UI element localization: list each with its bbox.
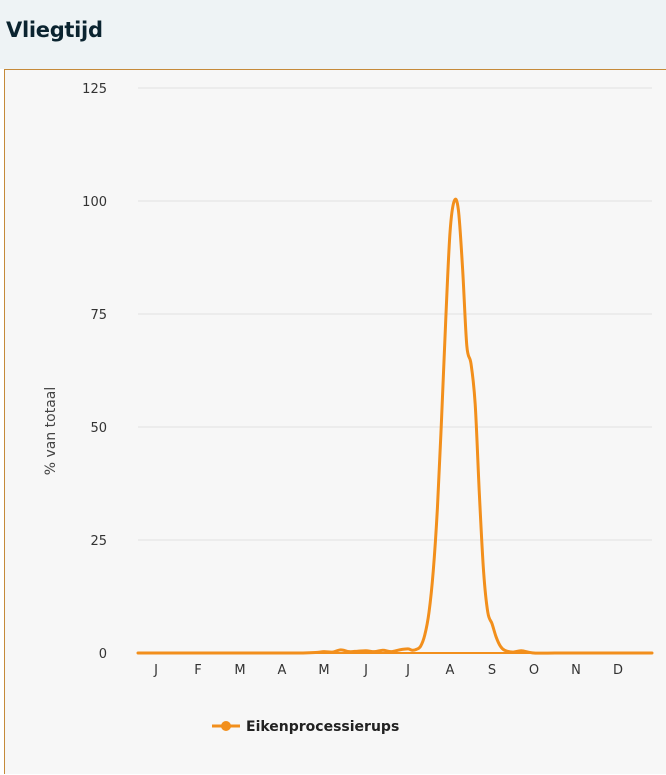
legend-label: Eikenprocessierups (246, 719, 399, 735)
x-tick-label: S (488, 663, 496, 678)
page-title: Vliegtijd (6, 18, 103, 42)
x-tick-label: M (318, 663, 329, 678)
legend-marker (221, 721, 231, 731)
x-tick-label: N (571, 663, 581, 678)
y-tick-label: 25 (90, 534, 107, 549)
y-tick-label: 125 (82, 82, 107, 97)
y-tick-label: 0 (99, 647, 107, 662)
x-tick-label: A (278, 663, 287, 678)
y-tick-label: 75 (90, 308, 107, 323)
y-tick-label: 100 (82, 195, 107, 210)
x-tick-label: D (613, 663, 623, 678)
x-tick-label: A (446, 663, 455, 678)
y-tick-label: 50 (90, 421, 107, 436)
x-tick-label: J (363, 663, 368, 678)
series-line-eikenprocessierups (136, 197, 654, 655)
x-tick-label: F (194, 663, 201, 678)
x-tick-label: M (234, 663, 245, 678)
x-tick-label: O (529, 663, 539, 678)
header-bar: Vliegtijd (0, 0, 666, 69)
legend[interactable]: Eikenprocessierups (212, 719, 399, 735)
y-axis-label: % van totaal (43, 387, 59, 476)
x-tick-label: J (405, 663, 410, 678)
x-tick-label: J (153, 663, 158, 678)
